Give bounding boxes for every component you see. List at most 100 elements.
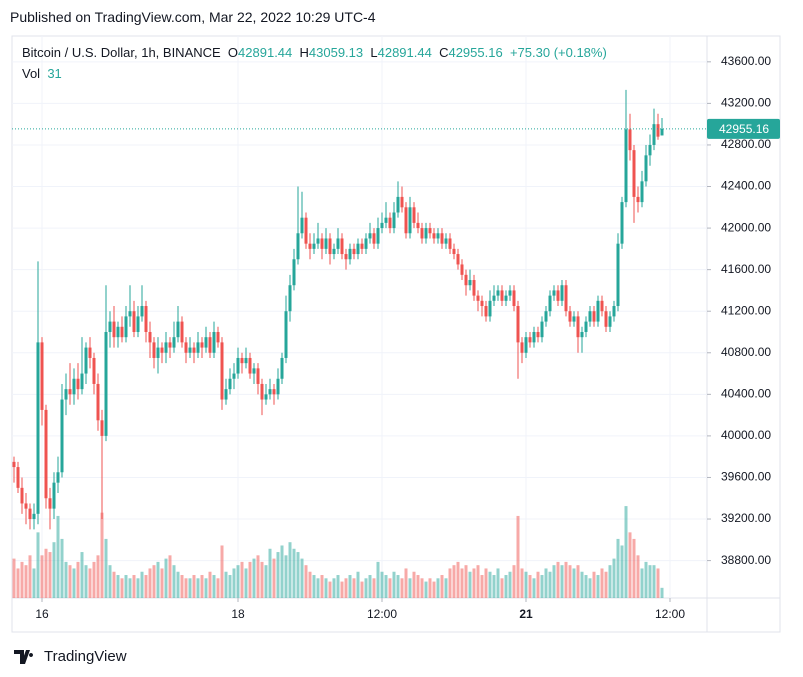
- volume-bar: [24, 565, 28, 598]
- candle-body: [628, 129, 632, 151]
- candle-body: [380, 222, 384, 229]
- volume-bar: [324, 578, 328, 598]
- candle-body: [92, 357, 96, 384]
- candle-body: [12, 461, 16, 468]
- candle-body: [112, 321, 116, 338]
- volume-bar: [176, 571, 180, 598]
- volume-bar: [72, 568, 76, 598]
- candle-body: [28, 508, 32, 520]
- footer: TradingView: [14, 648, 127, 665]
- volume-bar: [652, 565, 656, 598]
- candle-body: [200, 342, 204, 348]
- logo: [14, 649, 34, 664]
- candle-body: [360, 243, 364, 249]
- volume-bar: [272, 558, 276, 598]
- volume-bar: [412, 571, 416, 598]
- candle-body: [640, 181, 644, 203]
- volume-bar: [28, 555, 32, 598]
- volume-bar: [488, 571, 492, 598]
- candle-body: [212, 331, 216, 353]
- candle-body: [128, 311, 132, 317]
- candle-body: [544, 311, 548, 322]
- candle-body: [556, 290, 560, 301]
- candle-body: [144, 306, 148, 332]
- candle-body: [264, 394, 268, 400]
- volume-bar: [384, 575, 388, 598]
- candle-body: [488, 300, 492, 317]
- candle-body: [176, 321, 180, 338]
- candle-body: [320, 238, 324, 249]
- candle-body: [140, 306, 144, 317]
- candle-body: [428, 228, 432, 234]
- volume-bar: [124, 575, 128, 598]
- candle-body: [168, 342, 172, 348]
- candle-body: [412, 207, 416, 223]
- volume-bar: [244, 568, 248, 598]
- candle-body: [64, 389, 68, 400]
- volume-bar: [492, 575, 496, 598]
- candle-body: [300, 217, 304, 234]
- volume-bar: [536, 571, 540, 598]
- candle-body: [96, 383, 100, 421]
- volume-bar: [148, 568, 152, 598]
- candle-body: [400, 196, 404, 208]
- volume-bar: [180, 575, 184, 598]
- ohlc-label: O: [227, 45, 239, 60]
- candle-body: [48, 498, 52, 509]
- y-tick-label: 42400.00: [721, 179, 771, 193]
- brand: TradingView: [44, 648, 127, 665]
- candle-body: [452, 248, 456, 255]
- candle-body: [352, 248, 356, 255]
- volume-bar: [344, 578, 348, 598]
- x-tick-label: 16: [35, 607, 49, 621]
- volume-bar: [352, 578, 356, 598]
- candle-body: [524, 337, 528, 353]
- candle-body: [304, 217, 308, 244]
- candle-body: [156, 347, 160, 358]
- candle-body: [384, 217, 388, 223]
- symbol-title: Bitcoin / U.S. Dollar, 1h, BINANCE: [22, 45, 221, 60]
- low-value: 42891.44: [377, 45, 432, 60]
- volume-bar: [44, 548, 48, 598]
- last-price-label: 42955.16: [719, 122, 769, 136]
- volume-bar: [40, 555, 44, 598]
- volume-bar: [292, 548, 296, 598]
- candle-body: [136, 316, 140, 332]
- volume-bar: [120, 578, 124, 598]
- candle-body: [652, 124, 656, 145]
- candle-body: [152, 342, 156, 358]
- volume-bar: [84, 565, 88, 598]
- candle-body: [76, 378, 80, 390]
- candle-body: [648, 144, 652, 156]
- candle-body: [44, 409, 48, 499]
- candle-body: [420, 228, 424, 239]
- volume-bar: [548, 571, 552, 598]
- volume-bar: [368, 575, 372, 598]
- volume-bar: [216, 578, 220, 598]
- candle-body: [512, 290, 516, 307]
- x-tick-label: 21: [519, 607, 533, 621]
- volume-bar: [144, 575, 148, 598]
- volume-bar: [88, 568, 92, 598]
- candle-body: [100, 420, 104, 436]
- candle-body: [104, 331, 108, 436]
- candle-body: [528, 337, 532, 343]
- volume-bar: [468, 571, 472, 598]
- volume-bar: [220, 545, 224, 598]
- volume-bar: [108, 565, 112, 598]
- candle-body: [288, 285, 292, 312]
- volume-bar: [532, 578, 536, 598]
- volume-bar: [348, 575, 352, 598]
- candle-body: [624, 129, 628, 203]
- candle-body: [376, 228, 380, 244]
- volume-bar: [96, 555, 100, 598]
- candle-body: [40, 342, 44, 410]
- volume-bar: [452, 565, 456, 598]
- candle-body: [120, 326, 124, 338]
- candle-body: [276, 378, 280, 395]
- volume-bar: [336, 575, 340, 598]
- volume-bar: [636, 555, 640, 598]
- volume-bar: [136, 578, 140, 598]
- candle-body: [328, 238, 332, 255]
